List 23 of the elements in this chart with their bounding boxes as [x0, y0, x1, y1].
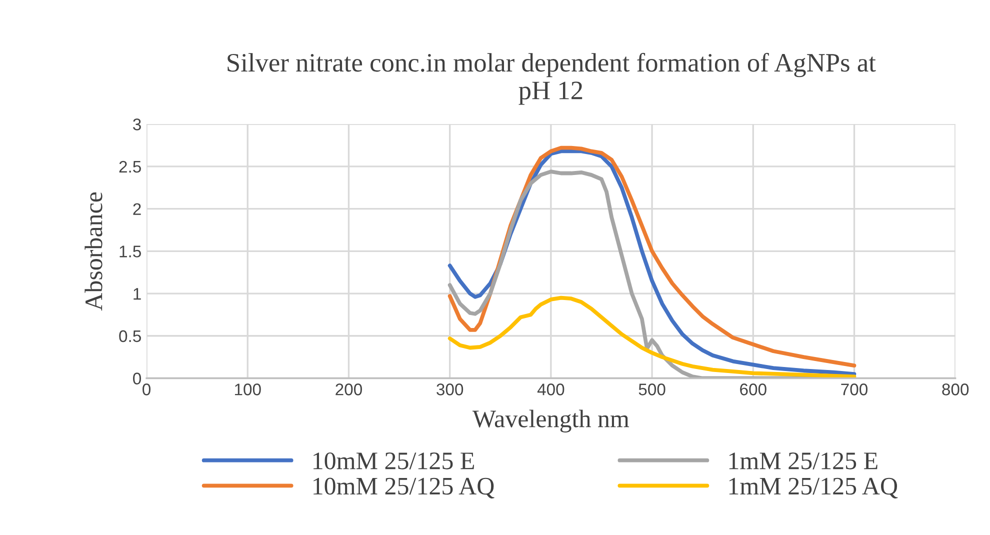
legend-label: 1mM 25/125 E	[729, 452, 878, 470]
legend-label: 10mM 25/125 AQ	[314, 478, 494, 498]
x-tick-label: 800	[942, 384, 969, 396]
y-tick-label: 0.5	[119, 330, 141, 342]
x-tick-label: 500	[638, 384, 666, 396]
x-tick-label: 600	[740, 384, 766, 396]
y-axis-title: Absorbance	[84, 192, 102, 311]
x-tick-label: 200	[336, 384, 362, 396]
x-tick-label: 100	[234, 384, 261, 396]
y-tick-label: 1.5	[120, 246, 141, 258]
chart-title: Silver nitrate conc.in molar dependent formation of AgNPs at pH 12	[228, 52, 876, 105]
x-tick-label: 300	[436, 384, 464, 396]
legend-label: 10mM 25/125 E	[314, 452, 474, 470]
x-tick-label: 0	[142, 384, 151, 396]
y-tick-label: 0	[133, 372, 142, 384]
x-axis-title: Wavelength nm	[472, 410, 630, 432]
x-tick-label: 400	[537, 384, 564, 396]
legend-label: 1mM 25/125 AQ	[729, 478, 898, 498]
x-tick-label: 700	[841, 384, 868, 396]
y-tick-label: 3	[133, 118, 141, 130]
y-tick-label: 2.5	[119, 160, 141, 173]
y-tick-label: 2	[133, 203, 141, 215]
y-tick-label: 1	[134, 288, 141, 300]
